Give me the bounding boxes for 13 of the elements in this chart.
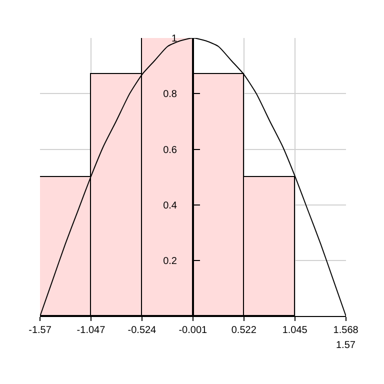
annotation: 1.57 [336, 340, 356, 351]
y-tick-label: 0.2 [163, 256, 178, 268]
y-tick-label: 1 [171, 34, 178, 44]
x-tick-label: -1.047 [76, 325, 106, 336]
x-tick-label: -0.001 [178, 325, 208, 336]
y-tick-label: 0.8 [163, 89, 178, 100]
y-tick-label: 0.4 [163, 200, 178, 212]
x-tick-label: -0.524 [128, 325, 157, 336]
x-tick-label: 1.568 [333, 325, 359, 336]
x-tick-label: 0.522 [231, 325, 257, 336]
x-tick-label: -1.57 [28, 325, 52, 336]
y-tick-label: 0.6 [163, 144, 178, 156]
x-tick-label: 1.045 [282, 325, 308, 336]
